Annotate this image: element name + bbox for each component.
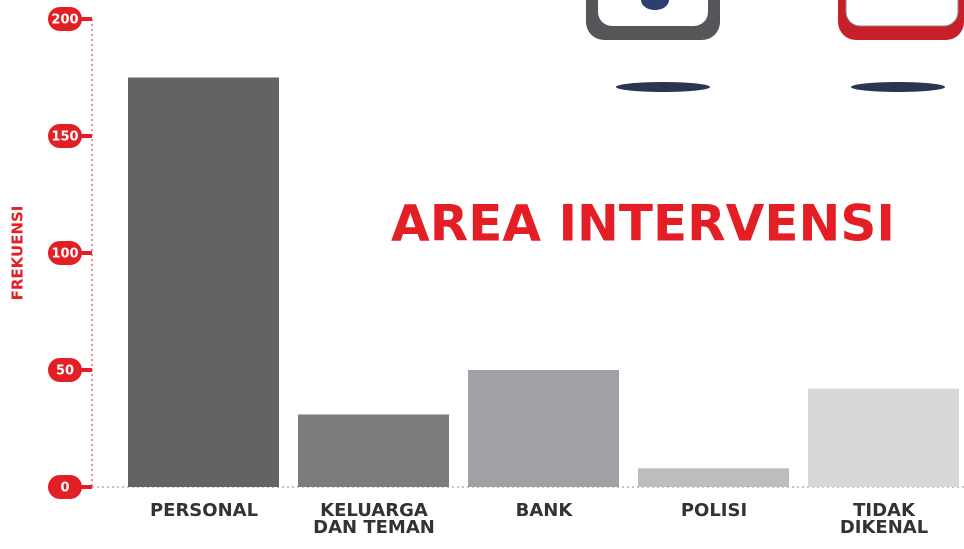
y-tick-label: 50 (56, 364, 74, 379)
shadow (616, 82, 710, 92)
shadow (851, 82, 945, 92)
y-tick-label: 150 (51, 130, 78, 145)
page: AREA INTERVENSI FREKUENSI 0 50 100 150 200 P… (0, 0, 964, 549)
bar (638, 468, 789, 487)
chart: AREA INTERVENSI FREKUENSI 0 50 100 150 200 (0, 0, 964, 549)
bar (808, 389, 959, 487)
x-tick-label: KELUARGA DAN TEMAN (309, 502, 439, 536)
bar (468, 370, 619, 487)
bar (128, 78, 279, 488)
y-axis-label: FREKUENSI (9, 206, 27, 301)
chart-title: AREA INTERVENSI (391, 195, 895, 253)
x-tick-label: BANK (479, 502, 609, 519)
x-tick-label: POLISI (649, 502, 779, 519)
y-tick-label: 100 (51, 247, 78, 262)
y-tick-label: 0 (60, 481, 69, 496)
x-tick-label: PERSONAL (139, 502, 269, 519)
y-tick-label: 200 (51, 13, 78, 28)
decoration (586, 0, 964, 92)
bar (298, 414, 449, 487)
x-tick-label: TIDAK DIKENAL (819, 502, 949, 536)
icon-face (846, 0, 958, 26)
